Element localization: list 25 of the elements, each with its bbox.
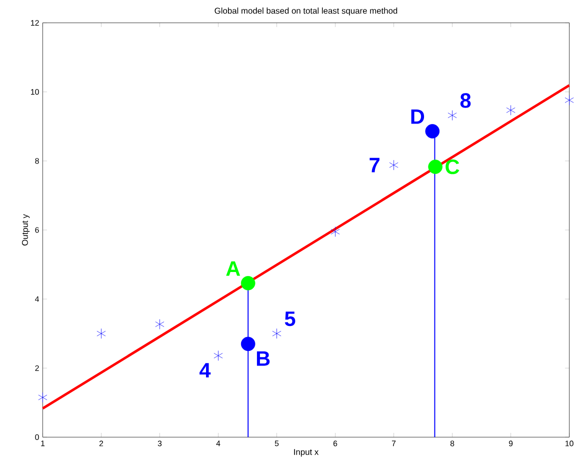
point bbox=[564, 95, 574, 106]
point bbox=[155, 319, 164, 330]
y-axis-title: Output y bbox=[22, 214, 30, 246]
annotation: 8 bbox=[460, 93, 471, 108]
chart-title: Global model based on total least square method bbox=[214, 8, 398, 16]
point bbox=[389, 160, 398, 170]
series-label: B bbox=[256, 351, 270, 366]
point bbox=[330, 226, 340, 237]
point bbox=[425, 124, 440, 138]
series-label: A bbox=[226, 261, 240, 276]
point bbox=[38, 392, 48, 403]
point bbox=[448, 110, 457, 121]
point bbox=[240, 276, 256, 290]
annotation: 7 bbox=[370, 158, 380, 172]
x-axis-title: Input x bbox=[294, 449, 319, 457]
series-label: D bbox=[411, 110, 424, 124]
point bbox=[428, 160, 442, 174]
point bbox=[506, 105, 516, 116]
series-label: C bbox=[446, 159, 460, 174]
annotation: 5 bbox=[284, 312, 296, 326]
point bbox=[214, 350, 223, 361]
point bbox=[272, 328, 282, 339]
annotation: 4 bbox=[200, 363, 211, 378]
point bbox=[240, 336, 256, 352]
point bbox=[96, 328, 106, 339]
